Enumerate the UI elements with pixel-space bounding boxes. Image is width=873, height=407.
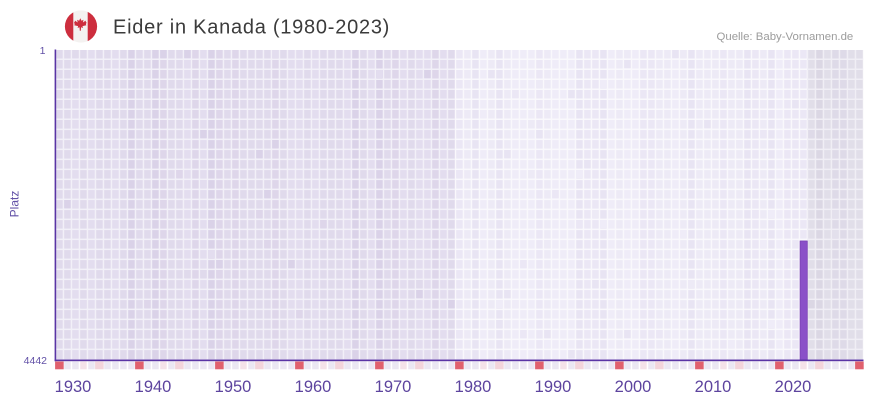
svg-text:1: 1	[40, 45, 46, 57]
svg-text:Quelle: Baby-Vornamen.de: Quelle: Baby-Vornamen.de	[717, 31, 854, 43]
svg-text:2010: 2010	[695, 378, 732, 396]
svg-text:1980: 1980	[455, 378, 492, 396]
svg-text:1940: 1940	[135, 378, 172, 396]
svg-text:Eider in Kanada (1980-2023): Eider in Kanada (1980-2023)	[113, 17, 390, 39]
svg-text:2000: 2000	[615, 378, 652, 396]
svg-text:1930: 1930	[55, 378, 92, 396]
svg-text:4442: 4442	[24, 355, 48, 367]
svg-text:Platz: Platz	[7, 191, 21, 218]
svg-text:2020: 2020	[775, 378, 812, 396]
svg-text:1960: 1960	[295, 378, 332, 396]
svg-text:1990: 1990	[535, 378, 572, 396]
svg-text:1970: 1970	[375, 378, 412, 396]
svg-text:1950: 1950	[215, 378, 252, 396]
